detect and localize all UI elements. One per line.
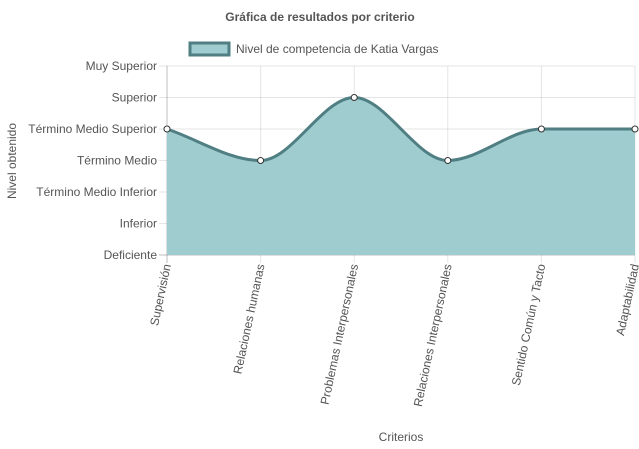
y-tick-label: Inferior: [120, 217, 157, 231]
legend-swatch[interactable]: [188, 41, 231, 57]
series-area: [166, 95, 635, 255]
data-point[interactable]: [257, 157, 265, 164]
data-points[interactable]: [163, 94, 639, 164]
data-point[interactable]: [350, 94, 358, 101]
data-point[interactable]: [631, 125, 639, 133]
data-point[interactable]: [444, 157, 452, 164]
x-tick-label: Sentido Común y Tacto: [509, 262, 549, 386]
series-area-fill: [167, 97, 635, 255]
y-tick-label: Superior: [112, 91, 157, 105]
x-axis-title: Criterios: [379, 430, 424, 444]
y-tick-label: Deficiente: [104, 248, 158, 262]
y-tick-label: Término Medio Inferior: [36, 185, 157, 199]
y-tick-label: Muy Superior: [86, 59, 157, 73]
chart-title: Gráfica de resultados por criterio: [225, 10, 414, 24]
y-tick-label: Término Medio Superior: [28, 122, 157, 136]
x-tick-label: Adaptabilidad: [613, 263, 639, 337]
legend-label[interactable]: Nivel de competencia de Katia Vargas: [236, 42, 439, 56]
data-point[interactable]: [163, 125, 171, 133]
y-axis-ticks: Deficiente Inferior Término Medio Inferior…: [28, 59, 157, 262]
y-tick-label: Término Medio: [77, 154, 157, 168]
x-tick-label: Supervisión: [147, 263, 174, 327]
legend[interactable]: Nivel de competencia de Katia Vargas: [188, 41, 439, 57]
y-axis-title: Nivel obtenido: [5, 123, 19, 199]
x-axis-ticks: Supervisión Relaciones humanas Problemas I…: [147, 262, 639, 407]
x-tick-label: Problemas Interpersonales: [318, 263, 362, 406]
data-point[interactable]: [537, 125, 545, 133]
x-tick-label: Relaciones Interpersonales: [411, 263, 455, 408]
x-tick-label: Relaciones humanas: [231, 263, 268, 376]
